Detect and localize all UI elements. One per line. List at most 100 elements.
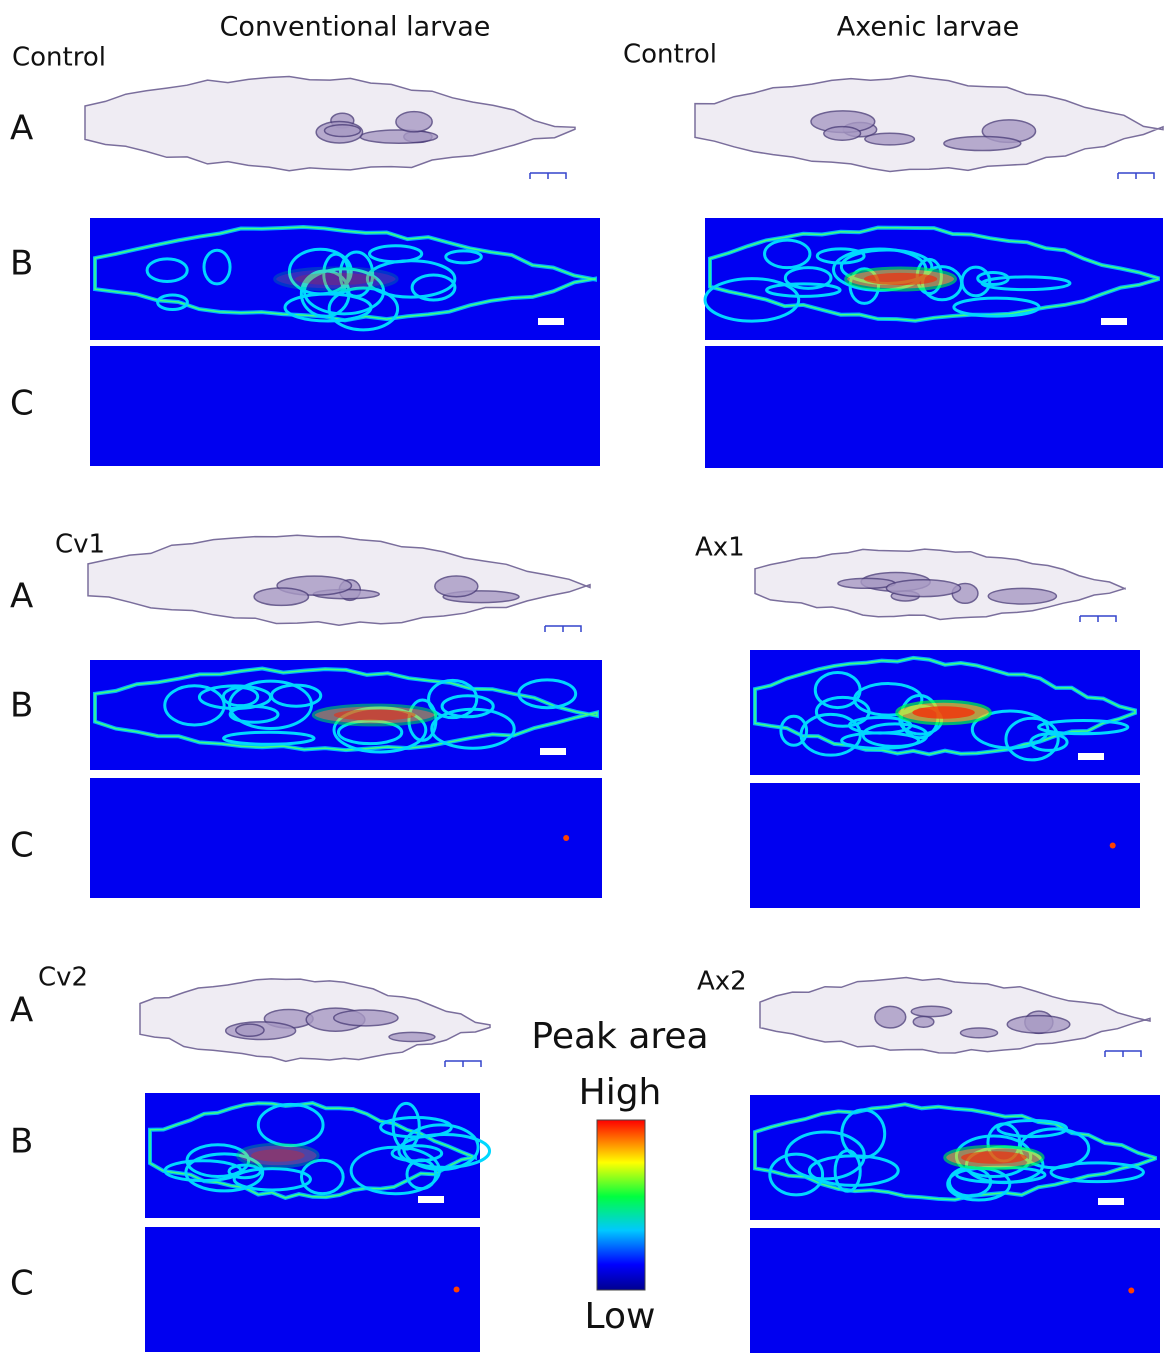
heatmap-structure [444,249,483,265]
heatmap-structure [768,1152,825,1197]
heatmap [145,1227,480,1352]
tissue-organ [395,110,433,133]
heatmap-hotspot [863,272,938,286]
heatmap-structure [815,247,866,265]
scale-bar [1101,318,1127,325]
heatmap-structure [221,686,260,708]
row-label: C [10,384,34,424]
heatmap-structure [232,1167,312,1192]
legend-low: Low [585,1296,656,1337]
heatmap-spot [1128,1287,1135,1294]
heatmap-outline [754,657,1136,756]
panel: Ax2 [697,967,1160,1353]
heatmap-structure [952,296,1041,318]
panel-label: Ax2 [697,967,747,997]
heatmap-structure [430,707,516,750]
panel: Ax1 [695,533,1140,908]
heatmap-structure [163,684,226,727]
heatmap-outline [709,226,1159,322]
tissue-organ [864,132,916,146]
heatmap [750,783,1140,908]
tissue-organ [388,1031,436,1043]
heatmap-hotspot [295,272,377,286]
tissue-organ [885,578,962,598]
heatmap-structure [185,1143,251,1178]
scale-bar [538,318,564,325]
scale-bar [1104,1050,1142,1057]
heatmap-structure [980,275,1072,292]
heatmap-structure [145,257,189,284]
histology-section [694,74,1164,173]
tissue-organ [910,1005,953,1018]
heatmap [90,346,600,466]
tissue-organ [333,1009,399,1027]
heatmap-structure [1037,719,1130,736]
heatmap-structure [996,1118,1069,1139]
panel-label: Control [623,40,717,70]
heatmap-spot [563,835,570,841]
heatmap-structure [405,1158,438,1191]
legend-high: High [579,1072,662,1113]
heatmap-hotspot [236,1142,320,1169]
heatmap-structure [440,694,495,719]
heatmap-structure [222,730,316,746]
scale-bar [1098,1198,1124,1205]
heatmap-structure [397,1132,492,1169]
heatmap-hotspot [251,1149,305,1162]
scale-bar [1079,615,1117,622]
heatmap-structure [365,259,457,299]
row-label: B [10,1122,33,1162]
heatmap-structure [703,277,801,323]
heatmap-structure [1029,732,1069,752]
heatmap [750,1228,1160,1353]
panel-label: Cv2 [38,963,88,993]
heatmap-structure [779,714,809,747]
heatmap-structure [517,678,578,710]
scale-bar [1117,172,1155,179]
heatmap-structure [227,1163,262,1180]
tissue-organ [253,587,310,607]
scale-bar [544,625,582,632]
heatmap-structure [783,266,833,290]
panel-label: Control [12,43,106,73]
row-label: B [10,686,33,726]
heatmap-hotspot [333,709,416,721]
heatmap [90,778,602,898]
colorbar [596,1119,646,1291]
heatmap [705,346,1163,468]
heatmap-structure [1049,1161,1145,1184]
histology-section [759,976,1151,1054]
heatmap-spot [453,1286,460,1293]
tissue-organ [874,1005,907,1029]
tissue-organ [943,135,1022,152]
heatmap-structure [763,238,812,270]
heatmap-structure [349,1145,442,1196]
panel: Control [623,40,1164,468]
scale-bar [529,172,567,179]
heatmap-structure [270,683,323,708]
heatmap-structure [410,273,457,302]
heatmap-structure [840,1108,887,1159]
tissue-organ [912,1015,935,1028]
heatmap-outline [94,667,598,751]
panel-label: Cv1 [55,530,105,560]
heatmap-outline [754,1103,1156,1201]
tissue-organ [434,575,479,598]
scale-bar [418,1196,444,1203]
heatmap-hotspot [961,1151,1027,1164]
tissue-organ [359,129,439,144]
heatmap-structure [202,248,232,286]
tissue-organ [823,125,862,141]
heatmap-structure [840,731,921,750]
column-header: Axenic larvae [837,12,1020,43]
row-label: B [10,244,33,284]
legend-title: Peak area [531,1016,708,1057]
heatmap-structure [765,282,842,298]
panel: Cv1 A B C [10,530,602,898]
tissue-organ [1006,1014,1071,1034]
heatmap-structure [427,678,479,720]
heatmap-structure [327,286,400,332]
tissue-organ [323,123,362,138]
heatmap-hotspot [912,706,975,719]
